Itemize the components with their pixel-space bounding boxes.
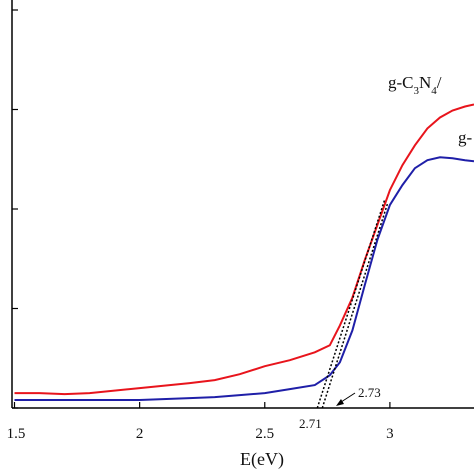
series-label: g-C3N4/ — [388, 73, 442, 97]
line — [14, 103, 474, 396]
x-tick-label: 1.5 — [7, 426, 26, 442]
arrow-head — [336, 399, 344, 406]
x-axis-label: E(eV) — [240, 449, 284, 470]
series-label: g- — [458, 128, 473, 147]
x-tick-label: 2 — [136, 426, 144, 442]
x-tick-label: 2.5 — [255, 426, 274, 442]
annotation: 2.71 — [299, 416, 322, 431]
annotation: 2.73 — [358, 385, 381, 400]
x-tick-label: 3 — [386, 426, 394, 442]
tangent-line — [316, 198, 386, 409]
line — [14, 156, 474, 401]
tangent-line — [321, 203, 389, 409]
